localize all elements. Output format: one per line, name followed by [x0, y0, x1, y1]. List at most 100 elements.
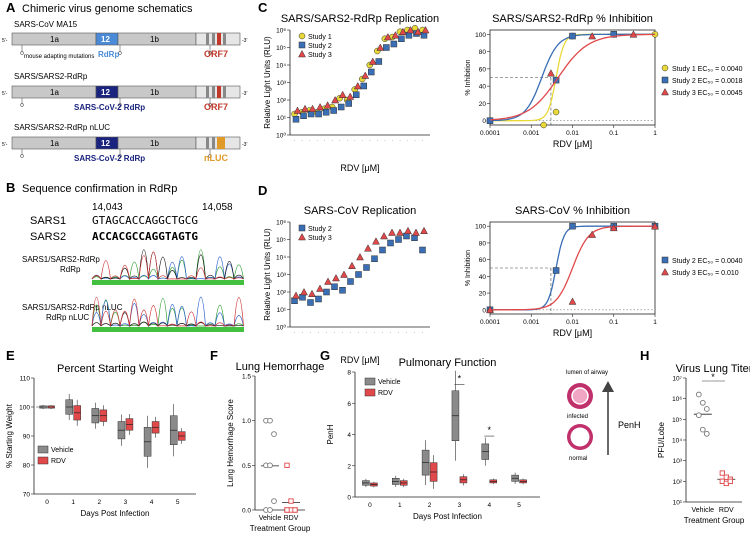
orf-stripe: [212, 33, 215, 45]
x-tick-label: RDV: [719, 507, 734, 514]
panel-label-b: B: [6, 180, 15, 195]
data-point: [375, 58, 383, 65]
data-point: [338, 90, 347, 98]
x-dose-tick: ·: [292, 138, 297, 142]
x-dose-tick: ·: [396, 330, 401, 334]
x-tick-label: 3: [124, 499, 128, 506]
panel-a-title: Chimeric virus genome schematics: [22, 3, 193, 15]
data-point: [300, 287, 308, 296]
data-point: [337, 103, 345, 111]
data-point: [346, 92, 355, 100]
data-point: [364, 244, 372, 252]
data-point: [421, 25, 430, 34]
five-prime-2: 5'-: [2, 91, 8, 97]
x-axis-label: RDV [μM]: [553, 328, 592, 338]
y-tick-label: 80: [23, 463, 31, 470]
data-point: [719, 470, 725, 476]
orf7-label: ORF7: [204, 49, 228, 59]
data-point: [486, 305, 494, 314]
data-point: [398, 35, 405, 42]
legend-label: Study 3 EC₅₀ = 0.0045: [672, 90, 743, 97]
y-tick-label: 10⁷: [672, 376, 682, 383]
significance-star: *: [488, 425, 492, 435]
seg-1a-label: 1a: [50, 35, 59, 44]
data-point: [396, 228, 404, 236]
trace-line: [91, 251, 244, 280]
significance-star: *: [458, 373, 462, 383]
data-point: [552, 108, 560, 116]
legend-marker: [661, 256, 669, 264]
data-point: [379, 246, 386, 254]
panel-label-e: E: [6, 348, 15, 363]
data-point: [629, 30, 638, 38]
legend-label: Study 2: [308, 43, 332, 50]
data-point: [323, 288, 330, 296]
orf-stripe: [223, 33, 226, 45]
data-point: [391, 31, 400, 39]
x-dose-tick: ·: [300, 138, 305, 142]
data-point: [361, 71, 370, 79]
y-tick-label: 10⁴: [276, 255, 286, 262]
data-point: [322, 109, 330, 116]
data-point: [383, 44, 390, 51]
orf-stripe: [206, 33, 209, 45]
x-dose-tick: ·: [420, 138, 425, 142]
x-dose-tick: ·: [340, 330, 345, 334]
cov2-rdrp-label: SARS-CoV-2 RdRp: [74, 154, 145, 163]
data-point: [324, 277, 332, 285]
data-point: [588, 32, 597, 40]
rdrp-label: RdRp: [98, 50, 119, 59]
data-point: [330, 107, 337, 114]
mouse-note: mouse adapting mutations: [24, 54, 94, 60]
data-point: [609, 223, 618, 232]
chart-title: SARS-CoV Replication: [304, 205, 417, 217]
data-point: [307, 299, 314, 306]
x-axis-label: Days Post Infection: [81, 509, 150, 518]
chart-d-replication: SARS-CoV Replication 10⁰ 10¹ 10² 10³ 10⁴ 10⁵ 10…: [263, 205, 430, 365]
data-point: [292, 291, 300, 299]
data-point: [301, 104, 309, 112]
chart-title: Virus Lung Titer: [676, 363, 750, 375]
trace1-sub: RdRp: [60, 265, 81, 274]
data-point: [315, 110, 322, 118]
y-tick-label: 10²: [673, 479, 683, 486]
trace-line: [91, 249, 244, 281]
x-axis-label: Treatment Group: [250, 524, 311, 533]
data-point: [284, 507, 290, 513]
x-tick-label: RDV: [284, 515, 299, 522]
seq2: ACCACGCCAGGTAGTG: [92, 230, 198, 243]
legend-swatch: [37, 445, 49, 454]
y-tick-label: 20: [479, 101, 487, 108]
chart-title: Lung Hemorrhage: [236, 361, 325, 373]
legend-label: Vehicle: [378, 379, 401, 386]
nluc-label: nLUC: [204, 153, 228, 163]
data-point: [352, 91, 360, 98]
x-tick-label: 1: [71, 499, 75, 506]
y-axis-label: Relative Light Units (RLU): [263, 36, 272, 129]
seg-1b-label: 1b: [150, 139, 159, 148]
data-point: [703, 406, 710, 412]
data-point: [340, 270, 348, 278]
seg-12-label: 12: [101, 88, 110, 97]
legend-marker: [298, 41, 306, 49]
data-point: [363, 264, 370, 271]
x-tick-label: 5: [176, 499, 180, 506]
trace2-label: SARS1/SARS2-RdRp nLUC: [22, 303, 123, 312]
chromatogram-1: [91, 249, 244, 281]
chart-g-pulmonary: Pulmonary Function 0 2 4 6 8 0 1 2 3 4 5 PenH Days Po…: [326, 357, 540, 521]
three-prime-3: -3': [242, 142, 247, 148]
data-point: [315, 295, 322, 303]
data-point: [380, 231, 388, 240]
data-point: [727, 478, 733, 484]
x-dose-tick: ·: [382, 138, 387, 142]
x-tick-label: Vehicle: [692, 507, 715, 514]
genome-bar-2: 5'- -3' 1a 12 1b SARS-CoV-2 RdRp ORF7: [2, 85, 247, 112]
data-point: [387, 239, 394, 247]
x-tick-label: Vehicle: [259, 515, 282, 522]
x-tick-label: 4: [150, 499, 154, 506]
y-tick-label: 10⁰: [276, 324, 286, 332]
chromatogram-2: [91, 297, 244, 328]
data-point: [372, 237, 380, 245]
data-point: [383, 32, 392, 41]
x-dose-tick: ·: [405, 138, 410, 142]
